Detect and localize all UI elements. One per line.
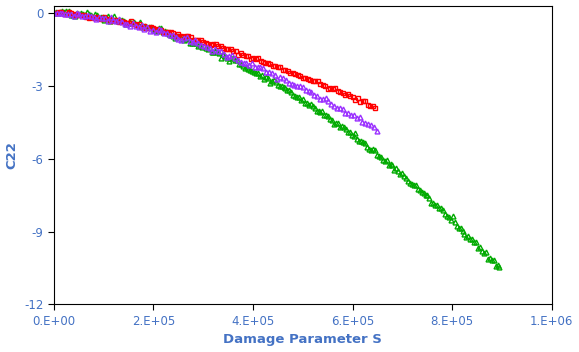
Y-axis label: C22: C22	[6, 141, 19, 169]
X-axis label: Damage Parameter S: Damage Parameter S	[223, 333, 382, 346]
